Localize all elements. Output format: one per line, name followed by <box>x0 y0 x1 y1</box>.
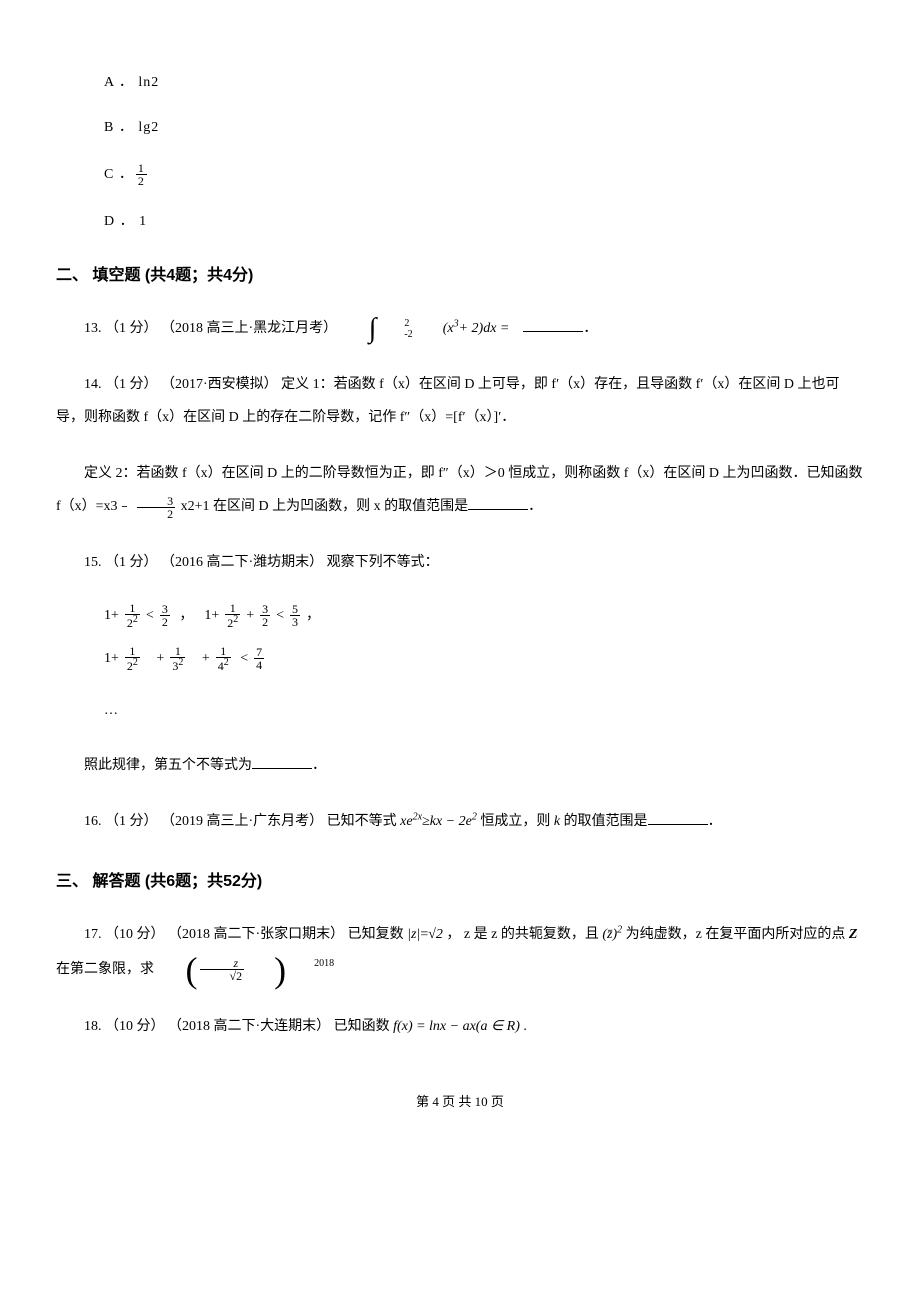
fraction: 3 2 <box>137 495 175 520</box>
var-k: k <box>554 814 560 829</box>
option-letter: C ． <box>104 164 134 185</box>
int-body: (x3+ 2)dx = <box>415 312 510 346</box>
question-18: 18. （10 分） （2018 高二下·大连期末） 已知函数 f(x) = l… <box>56 1010 864 1044</box>
option-text: ln2 <box>138 75 159 90</box>
option-text: lg2 <box>138 120 159 135</box>
fraction: 32 <box>160 603 170 628</box>
integral-symbol: ∫ <box>341 315 377 343</box>
fraction: 122 <box>225 602 240 629</box>
inequality-line-1: 1+ 122 < 32 ， 1+ 122 + 32 < 53 ， <box>104 602 864 629</box>
math-expr: xe2x≥kx − 2e2 <box>400 814 480 829</box>
page-footer: 第 4 页 共 10 页 <box>56 1092 864 1112</box>
frac-num: 3 <box>137 495 175 508</box>
q13-prefix: 13. （1 分） （2018 高三上·黑龙江月考） <box>84 321 341 336</box>
option-a: A ． ln2 <box>104 72 864 93</box>
fraction: z √2 <box>200 957 245 982</box>
frac-den: 2 <box>137 508 175 520</box>
exponent: 2018 <box>286 952 334 976</box>
left-paren: ( <box>158 952 198 988</box>
option-c: C ． 1 2 <box>104 162 864 187</box>
integral-limits: 2 -2 <box>376 318 412 340</box>
question-15-head: 15. （1 分） （2016 高二下·潍坊期末） 观察下列不等式： <box>56 546 864 580</box>
option-letter: A ． <box>104 75 134 90</box>
period: ． <box>583 321 597 336</box>
question-17: 17. （10 分） （2018 高二下·张家口期末） 已知复数 |z|=√2 … <box>56 918 864 988</box>
right-paren: ) <box>246 952 286 988</box>
option-d: D ． 1 <box>104 211 864 232</box>
inequality-line-2: 1+ 122 + 132 + 142 < 74 <box>104 645 864 672</box>
fraction: 32 <box>260 603 270 628</box>
fx-expr: f(x) = lnx − ax(a ∈ R) <box>393 1019 520 1034</box>
fraction: 122 <box>125 645 140 672</box>
option-text: 1 <box>139 214 147 229</box>
zbar-squared: (z̄)2 <box>602 927 625 942</box>
int-upper: 2 <box>376 318 412 329</box>
fraction: 142 <box>216 645 231 672</box>
period: ． <box>528 499 542 514</box>
blank <box>523 317 583 332</box>
fraction: 74 <box>254 646 264 671</box>
option-b: B ． lg2 <box>104 117 864 138</box>
section-heading-answer: 三、 解答题 (共6题；共52分) <box>56 870 864 894</box>
question-13: 13. （1 分） （2018 高三上·黑龙江月考） ∫ 2 -2 (x3+ 2… <box>56 312 864 346</box>
question-14-p1: 14. （1 分） （2017·西安模拟） 定义 1：若函数 f（x）在区间 D… <box>56 368 864 435</box>
blank <box>252 754 312 769</box>
question-15-tail: 照此规律，第五个不等式为． <box>56 749 864 783</box>
ellipsis: … <box>104 694 864 728</box>
blank <box>468 495 528 510</box>
frac-den: 2 <box>136 175 147 187</box>
question-16: 16. （1 分） （2019 高三上·广东月考） 已知不等式 xe2x≥kx … <box>56 805 864 839</box>
integral: ∫ 2 -2 (x3+ 2)dx = <box>341 312 510 346</box>
fraction: 122 <box>125 602 140 629</box>
power-expr: ( z √2 ) 2018 <box>158 952 335 988</box>
fraction: 53 <box>290 603 300 628</box>
section-heading-fill: 二、 填空题 (共4题；共4分) <box>56 264 864 288</box>
abs-z: |z|=√2 <box>407 927 446 942</box>
blank <box>648 810 708 825</box>
option-letter: D ． <box>104 214 135 229</box>
int-lower: -2 <box>376 329 412 340</box>
fraction: 1 2 <box>136 162 147 187</box>
question-14-p2: 定义 2：若函数 f（x）在区间 D 上的二阶导数恒为正，即 f″（x）＞0 恒… <box>56 457 864 524</box>
fraction: 132 <box>170 645 185 672</box>
q14-text-b: x2+1 在区间 D 上为凹函数，则 x 的取值范围是 <box>181 499 469 514</box>
point-z: Z <box>849 927 858 942</box>
option-letter: B ． <box>104 120 134 135</box>
